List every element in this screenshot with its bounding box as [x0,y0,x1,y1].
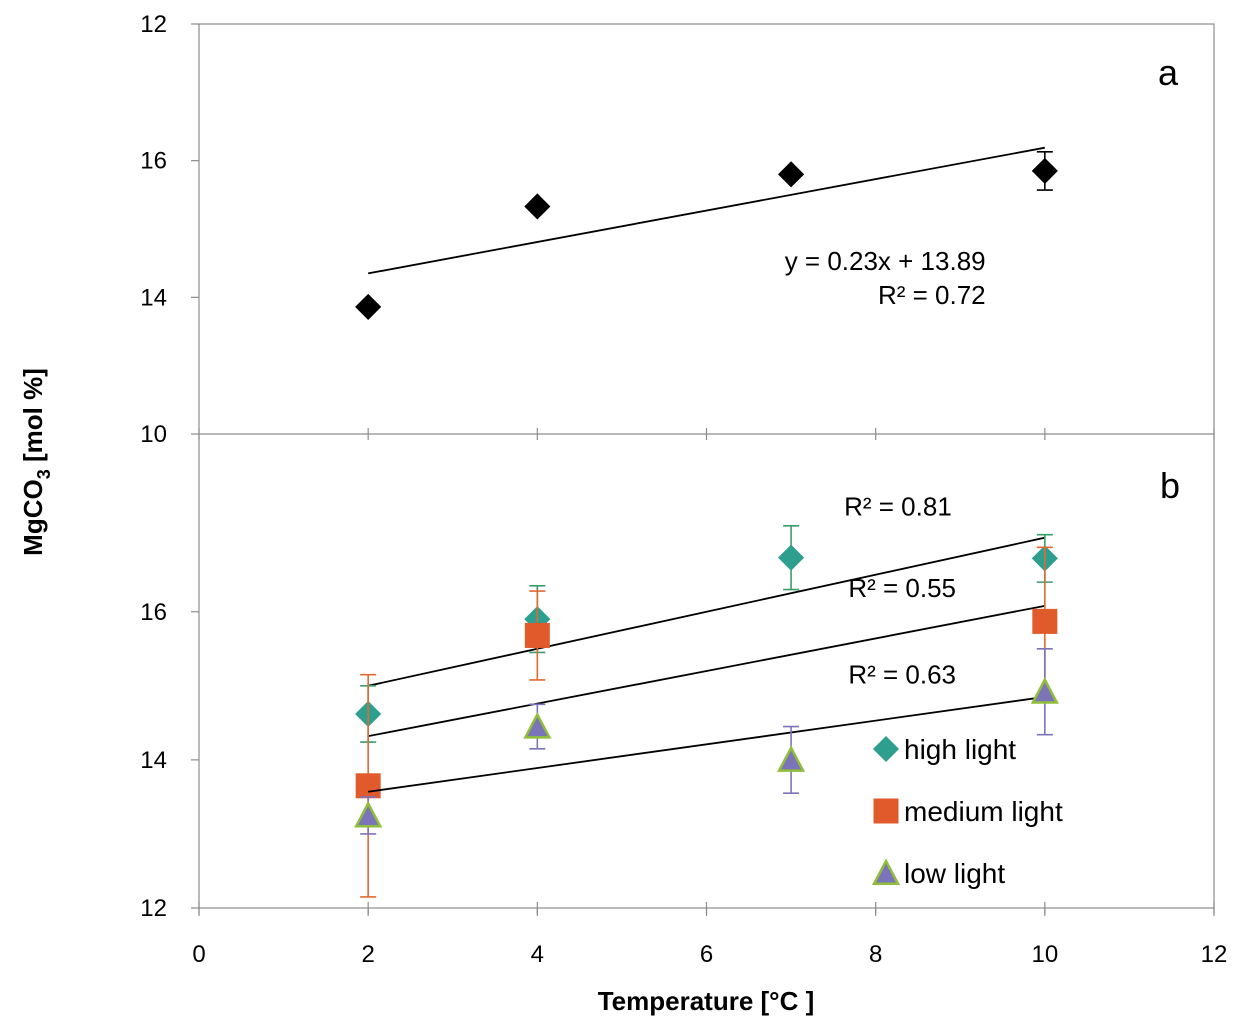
legend-marker [872,735,900,763]
annotation: R² = 0.72 [878,280,986,310]
y-axis-title-main: MgCO [18,479,48,556]
y-axis-title: MgCO3 [mol %] [18,368,54,556]
plot-frame [198,23,1215,909]
series-data [355,146,1058,320]
data-point [524,622,550,648]
data-point [524,193,551,220]
data-point [778,544,805,571]
data-point [1031,157,1058,184]
trendline [368,146,1045,275]
x-tick-label: 6 [700,941,713,968]
data-point [777,745,806,772]
annotation: R² = 0.55 [848,573,956,603]
data-point [1030,677,1059,704]
legend-label: medium light [904,796,1063,827]
legend-label: high light [904,734,1016,765]
x-tick-label: 0 [192,941,205,968]
legend-label: low light [904,858,1005,889]
x-axis: 0 2 4 6 8 10 12 [192,908,1227,968]
x-tick-label: 10 [1031,941,1058,968]
series-low-light [354,647,1059,835]
y-tick-label: 12 [140,895,167,922]
x-tick-label: 4 [531,941,544,968]
legend-marker [871,858,901,886]
panel-label: a [1158,52,1179,93]
panel-b: 10 16 14 12 b R² = 0.81 R² = 0.55 R² = 0.63 [140,421,1215,922]
data-point [354,800,383,828]
trendline [367,604,1046,738]
x-axis-title: Temperature [°C ] [598,986,815,1016]
y-tick-label: 10 [140,421,167,448]
data-point [523,711,552,739]
trendline [367,536,1046,687]
data-point [355,293,382,320]
trendline [368,696,1045,793]
annotation: R² = 0.81 [844,491,952,521]
x-tick-label: 8 [869,941,882,968]
x-tick-label: 12 [1201,941,1228,968]
annotation: y = 0.23x + 13.89 [785,246,986,276]
x-tick-label: 2 [361,941,374,968]
data-point [1032,608,1058,634]
legend: high light medium light low light [871,734,1063,889]
data-point [355,773,381,799]
y-tick-label: 14 [140,284,167,311]
y-axis-title-sub: 3 [34,469,54,479]
legend-marker [873,798,899,824]
data-point [778,161,805,188]
y-axis-title-tail: [mol %] [18,368,48,469]
panel-label: b [1160,465,1180,506]
y-tick-label: 16 [140,148,167,175]
panel-a: 12 16 14 a y = 0.23x + 13.89 R² = 0.72 [140,11,1215,909]
y-tick-label: 16 [140,599,167,626]
annotation: R² = 0.63 [848,660,956,690]
y-tick-label: 12 [140,11,167,38]
y-tick-label: 14 [140,747,167,774]
